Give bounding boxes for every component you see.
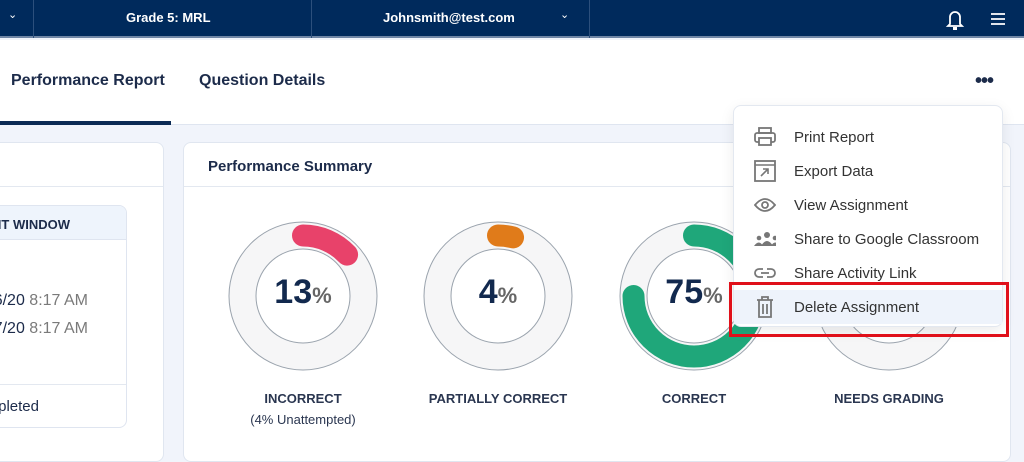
printer-icon xyxy=(754,126,776,148)
partially-correct-label: PARTIALLY CORRECT xyxy=(428,391,568,406)
user-email[interactable]: Johnsmith@test.com xyxy=(383,10,515,25)
divider xyxy=(33,0,34,38)
correct-label: CORRECT xyxy=(661,391,727,406)
more-options-menu: Print Report Export Data View Assignment… xyxy=(733,105,1003,327)
link-icon xyxy=(754,262,776,284)
menu-item-print-report[interactable]: Print Report xyxy=(734,120,1002,154)
top-nav-bar: ⌄ Grade 5: MRL Johnsmith@test.com ⌄ xyxy=(0,0,1024,38)
divider xyxy=(0,384,126,385)
tab-question-details[interactable]: Question Details xyxy=(199,72,326,89)
needs-grading-label: NEEDS GRADING xyxy=(834,391,944,406)
divider xyxy=(184,186,1010,187)
hamburger-menu-icon[interactable] xyxy=(990,12,1006,26)
end-datetime: 17/20 8:17 AM xyxy=(0,320,88,337)
assignment-window-panel: MENT WINDOW 16/20 8:17 AM 17/20 8:17 AM … xyxy=(0,205,127,428)
menu-item-share-google-classroom[interactable]: Share to Google Classroom xyxy=(734,222,1002,256)
bell-icon[interactable] xyxy=(945,8,965,32)
partially-correct-percent: 4% xyxy=(478,273,518,311)
card-title: Performance Summary xyxy=(208,158,373,175)
tab-performance-report[interactable]: Performance Report xyxy=(11,72,165,89)
incorrect-label: INCORRECT (4% Unattempted) xyxy=(250,391,356,427)
window-header: MENT WINDOW xyxy=(0,217,70,232)
people-icon xyxy=(754,228,776,250)
menu-item-delete-assignment[interactable]: Delete Assignment xyxy=(734,290,1002,324)
eye-icon xyxy=(754,194,776,216)
trash-icon xyxy=(754,296,776,318)
incorrect-arc xyxy=(292,224,359,266)
divider xyxy=(0,186,163,187)
divider xyxy=(589,0,590,38)
export-icon xyxy=(754,160,776,182)
partially-correct-donut xyxy=(423,221,573,371)
chevron-down-icon[interactable]: ⌄ xyxy=(560,9,570,21)
more-options-icon[interactable]: ••• xyxy=(975,70,994,92)
incorrect-percent: 13% xyxy=(274,273,332,311)
menu-item-view-assignment[interactable]: View Assignment xyxy=(734,188,1002,222)
menu-item-export-data[interactable]: Export Data xyxy=(734,154,1002,188)
correct-percent: 75% xyxy=(665,273,723,311)
partially-correct-arc xyxy=(487,224,525,249)
divider xyxy=(311,0,312,38)
tab-bar: Performance Report Question Details ••• xyxy=(0,40,1024,125)
completion-status: mpleted xyxy=(0,398,39,415)
assignment-info-card: MENT WINDOW 16/20 8:17 AM 17/20 8:17 AM … xyxy=(0,142,164,462)
highlight-box xyxy=(729,282,1009,337)
start-datetime: 16/20 8:17 AM xyxy=(0,292,88,309)
active-tab-indicator xyxy=(0,121,171,125)
class-selector[interactable]: Grade 5: MRL xyxy=(126,10,211,25)
chevron-down-icon[interactable]: ⌄ xyxy=(8,9,18,21)
incorrect-donut xyxy=(228,221,378,371)
menu-item-share-activity-link[interactable]: Share Activity Link xyxy=(734,256,1002,290)
